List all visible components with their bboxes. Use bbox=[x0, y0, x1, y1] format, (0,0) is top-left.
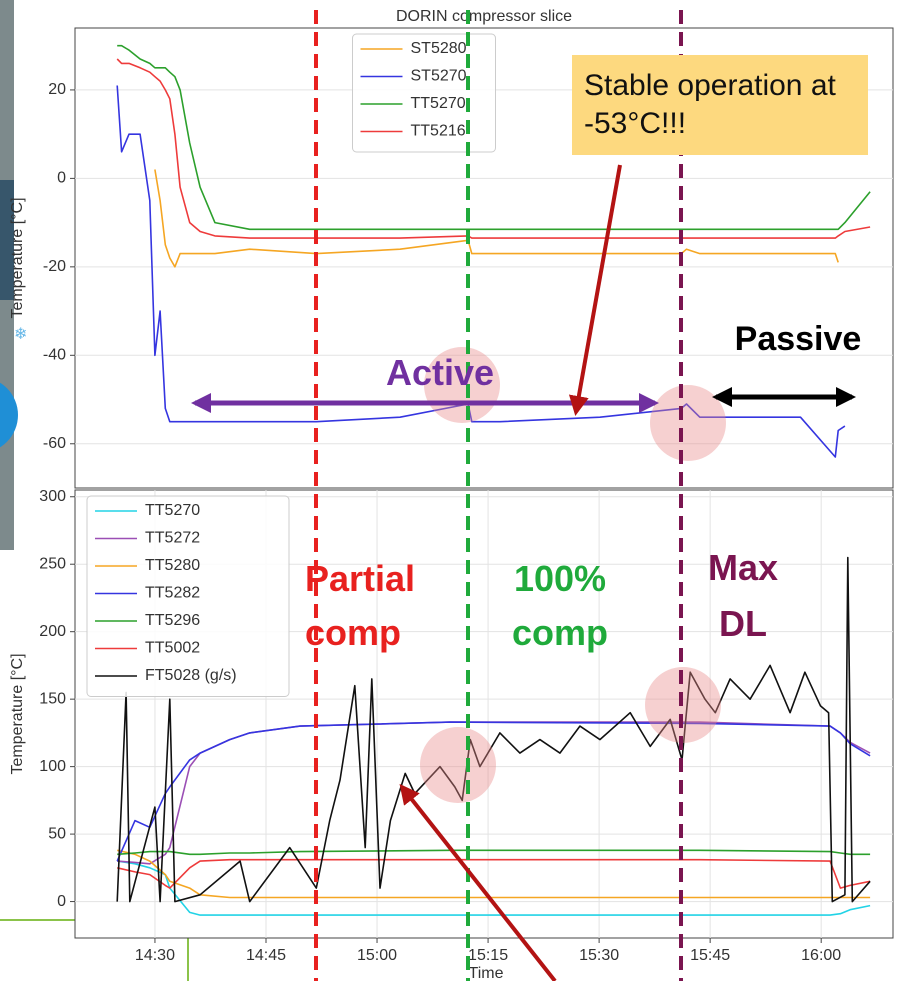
series-line bbox=[117, 858, 871, 889]
y-tick-label: -40 bbox=[43, 347, 66, 364]
series-line bbox=[116, 721, 871, 862]
legend-box bbox=[352, 33, 496, 153]
snowflake: ❄ bbox=[14, 326, 27, 343]
series-line bbox=[117, 44, 871, 231]
y-tick-label: 200 bbox=[39, 623, 66, 640]
legend-label: ST5270 bbox=[411, 68, 467, 85]
partial-label: Partial comp bbox=[305, 558, 416, 653]
series-line bbox=[116, 58, 871, 239]
x-tick-label: 14:45 bbox=[246, 947, 286, 964]
legend-label: TT5296 bbox=[145, 612, 200, 629]
y-tick-label: 20 bbox=[48, 81, 66, 98]
y-tick-label: 0 bbox=[57, 170, 66, 187]
y-axis-label: Temperature [°C] bbox=[9, 197, 26, 318]
y-tick-label: 300 bbox=[39, 488, 66, 505]
y-tick-label: 250 bbox=[39, 555, 66, 572]
pointer-arrow bbox=[399, 783, 557, 981]
series-line bbox=[116, 556, 871, 903]
y-tick-label: 150 bbox=[39, 690, 66, 707]
series-line bbox=[154, 169, 839, 268]
legend-label: ST5280 bbox=[411, 40, 467, 57]
legend-label: TT5002 bbox=[145, 640, 200, 657]
y-tick-label: 0 bbox=[57, 893, 66, 910]
legend-label: TT5216 bbox=[411, 123, 466, 140]
highlight bbox=[650, 385, 726, 461]
full-label: 100% comp bbox=[511, 558, 608, 653]
series-line bbox=[116, 85, 846, 458]
pointer-arrow bbox=[568, 164, 622, 416]
legend-label: TT5282 bbox=[145, 585, 200, 602]
y-axis-label: Temperature [°C] bbox=[9, 653, 26, 774]
x-tick-label: 15:45 bbox=[690, 947, 730, 964]
x-tick-label: 16:00 bbox=[801, 947, 841, 964]
legend-label: FT5028 (g/s) bbox=[145, 667, 237, 684]
legend-label: TT5280 bbox=[145, 557, 200, 574]
chart-title: DORIN compressor slice bbox=[396, 8, 572, 25]
photo-edge bbox=[0, 180, 14, 300]
x-tick-label: 15:15 bbox=[468, 947, 508, 964]
y-tick-label: -20 bbox=[43, 258, 66, 275]
icon bbox=[0, 382, 18, 448]
x-tick-label: 15:00 bbox=[357, 947, 397, 964]
legend-box bbox=[86, 495, 290, 697]
maxdl-label: Max DL bbox=[707, 547, 779, 644]
active-label: Active bbox=[385, 352, 495, 393]
legend-label: TT5270 bbox=[145, 502, 200, 519]
highlight bbox=[420, 727, 496, 803]
series-line bbox=[117, 860, 871, 916]
y-tick-label: -60 bbox=[43, 435, 66, 452]
x-tick-label: 15:30 bbox=[579, 947, 619, 964]
passive-label: Passive bbox=[734, 320, 862, 358]
legend-label: TT5272 bbox=[145, 530, 200, 547]
y-tick-label: 100 bbox=[39, 758, 66, 775]
x-axis-label: Time bbox=[469, 965, 504, 981]
stable-note: Stable operation at -53°C!!! bbox=[572, 55, 868, 155]
x-tick-label: 14:30 bbox=[135, 947, 175, 964]
y-tick-label: 50 bbox=[48, 825, 66, 842]
legend-label: TT5270 bbox=[411, 95, 466, 112]
